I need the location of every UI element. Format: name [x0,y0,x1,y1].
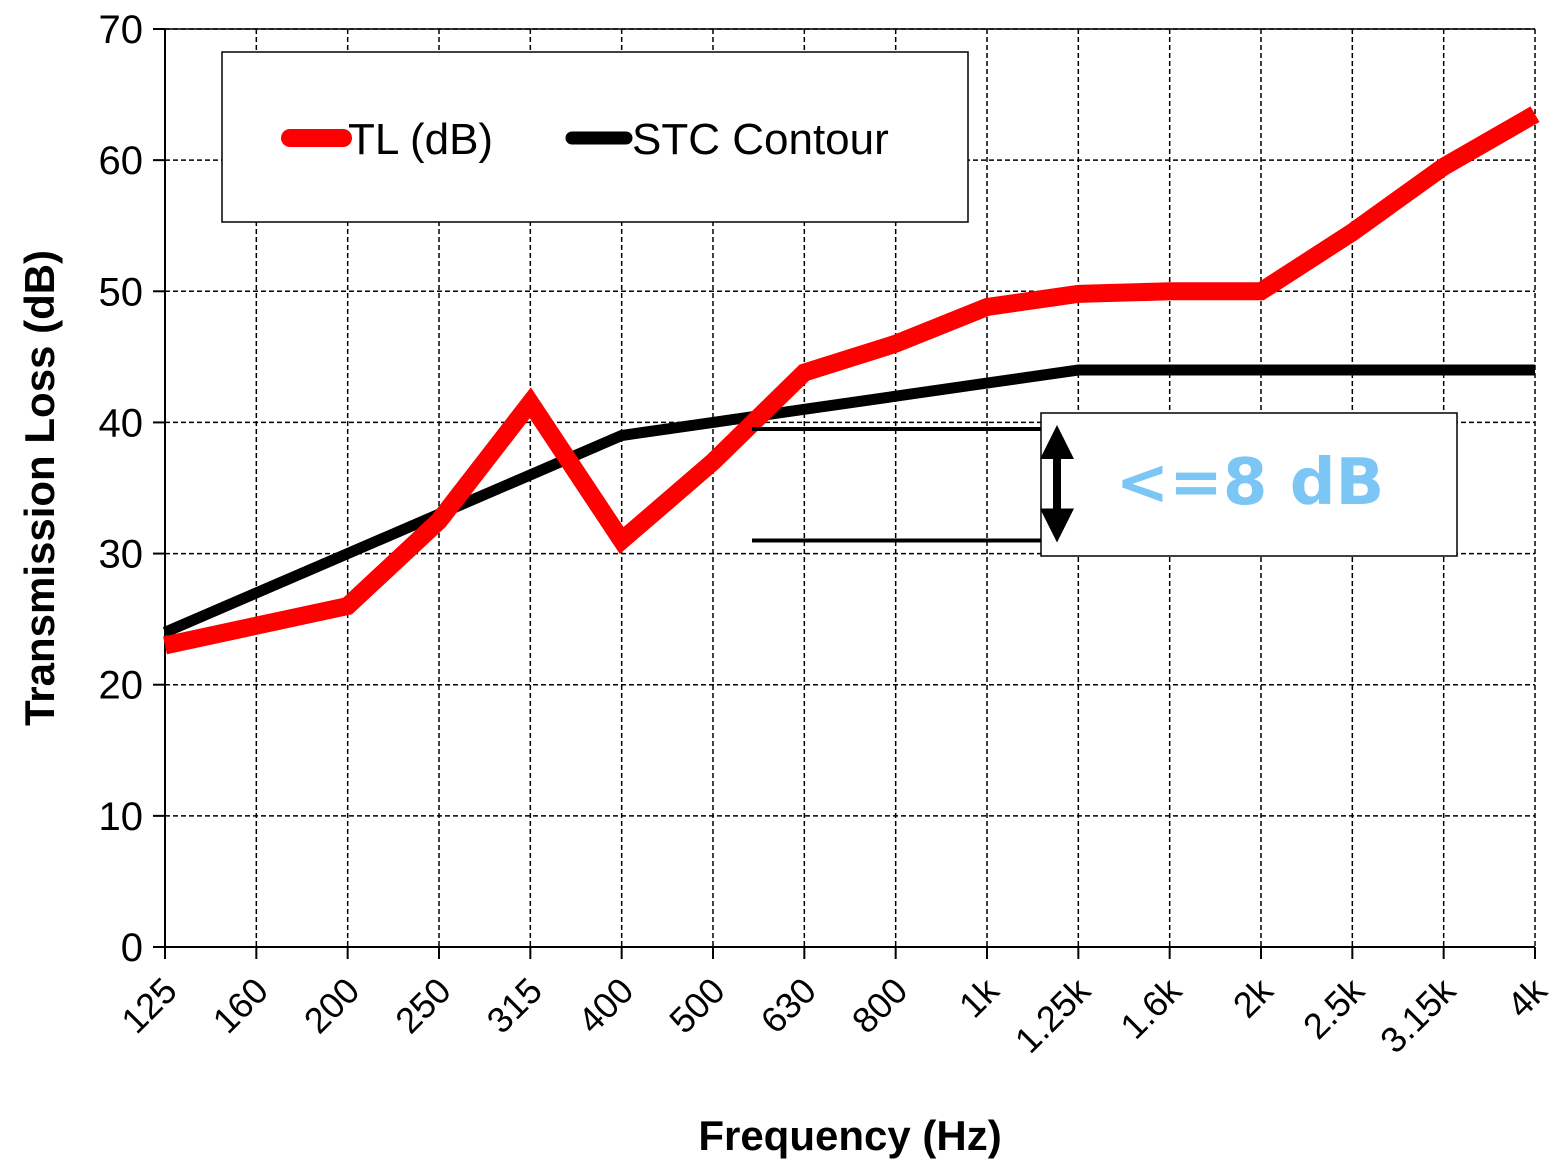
x-tick-label: 1.25k [1007,969,1099,1061]
x-tick-label: 4k [1499,969,1556,1026]
legend-label-tl: TL (dB) [348,115,493,164]
x-tick-label: 3.15k [1372,969,1464,1061]
series-line-tl [163,106,1540,655]
axes [153,28,1536,959]
legend: TL (dB) STC Contour [221,51,969,223]
y-axis-title: Transmission Loss (dB) [16,250,63,726]
x-tick-label: 1k [951,969,1008,1026]
annotation-box [1040,412,1458,557]
annotation-label: <=8 dB [1116,446,1385,520]
annotation-arrow-up [1040,424,1074,459]
y-tick-label: 40 [99,401,144,445]
x-axis-title: Frequency (Hz) [698,1112,1001,1159]
x-tick-label: 200 [296,970,367,1041]
x-tick-label: 630 [753,970,824,1041]
x-tick-label: 500 [661,970,732,1041]
y-tick-label: 50 [99,270,144,314]
y-tick-label: 70 [99,8,144,52]
x-tick-label: 400 [570,970,641,1041]
series-line-stc [162,364,1535,638]
y-tick-label: 30 [99,533,144,577]
x-tick-label: 800 [844,970,915,1041]
x-tick-label: 1.6k [1112,969,1190,1047]
x-tick-label: 125 [113,970,184,1041]
y-tick-label: 20 [99,664,144,708]
x-tick-label: 160 [205,970,276,1041]
y-tick-label: 0 [121,926,143,970]
annotation-arrow-down [1040,508,1074,543]
y-tick-label: 60 [99,139,144,183]
x-tick-label: 2.5k [1295,969,1373,1047]
y-tick-label: 10 [99,795,144,839]
x-tick-labels: 125 160 200 250 315 400 500 630 800 1k 1.25k 1.6k 2k… [113,969,1555,1061]
x-tick-label: 250 [387,970,458,1041]
difference-annotation: <=8 dB [752,412,1458,557]
x-tick-label: 315 [479,970,550,1041]
x-tick-label: 2k [1225,969,1282,1026]
legend-label-stc: STC Contour [632,115,889,164]
y-tick-labels: 0 10 20 30 40 50 60 70 [99,8,144,970]
series-lines [162,106,1540,655]
